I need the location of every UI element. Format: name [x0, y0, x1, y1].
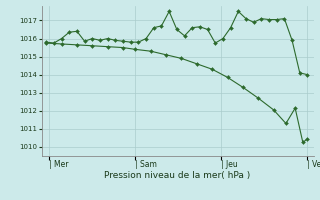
X-axis label: Pression niveau de la mer( hPa ): Pression niveau de la mer( hPa ) — [104, 171, 251, 180]
